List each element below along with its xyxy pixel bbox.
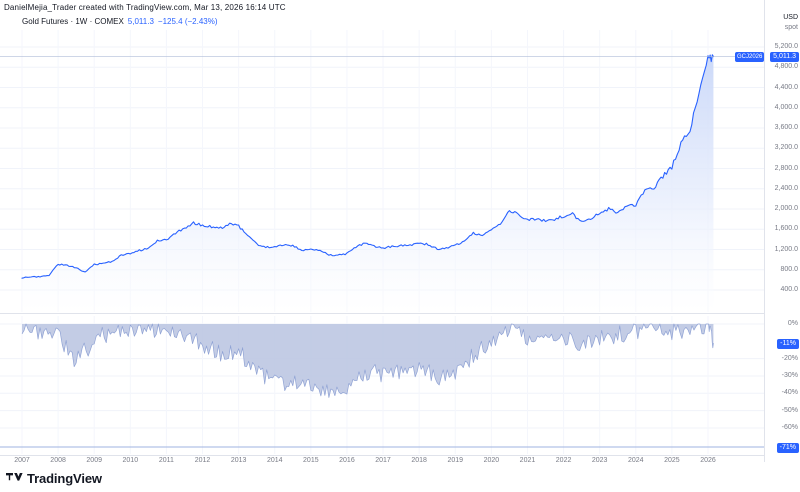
price-tick-label: 3,600.0 [774,124,798,131]
legend-last-price: 5,011.3 [127,17,154,26]
main-price-pane[interactable] [0,30,764,312]
drawdown-pane[interactable] [0,316,764,454]
price-tick-label: 4,000.0 [774,103,798,111]
time-axis[interactable]: 2007 2008 2009 2010 2011 2012 2013 2014 2015 2016… [0,457,764,471]
time-tick-label: 2019 [447,457,464,464]
tradingview-brand[interactable]: TradingView [6,471,102,486]
price-tick-label: 400.0 [780,286,798,293]
time-tick-label: 2015 [303,457,319,464]
price-tick-label: 2,000.0 [774,205,798,212]
price-axis[interactable]: USD spot 5,200.0 4,800.0 4,400.0 4,000.0 3,6… [766,0,800,455]
drawdown-area-chart [0,316,764,454]
price-line [21,54,714,279]
percent-tick-label: 0% [787,320,798,327]
time-tick-label: 2026 [700,457,716,464]
time-tick-label: 2022 [555,457,572,464]
drawdown-low-badge[interactable]: -71% [776,442,799,453]
price-tick-label: 2,400.0 [774,184,798,192]
axis-currency-label: USD [783,14,798,21]
drawdown-line [21,323,714,398]
tradingview-wordmark: TradingView [27,471,102,486]
drawdown-area-fill [22,324,714,398]
price-tick-label: 1,200.0 [774,245,798,253]
time-tick-label: 2013 [230,457,247,464]
time-axis-divider [0,455,764,456]
pane-divider [0,313,764,314]
time-tick-label: 2008 [50,457,66,464]
legend-change: −125.4 (−2.43%) [157,17,218,26]
time-tick-label: 2007 [14,457,30,464]
time-tick-label: 2016 [339,457,355,464]
time-tick-label: 2025 [664,457,680,464]
percent-tick-label: -30% [781,371,798,379]
time-tick-label: 2009 [86,457,102,464]
time-tick-label: 2010 [122,457,139,464]
price-tick-label: 1,600.0 [774,225,798,233]
current-drawdown-badge[interactable]: -11% [777,338,799,349]
tradingview-logo-icon [6,472,23,481]
percent-tick-label: -50% [781,406,798,414]
price-tick-label: 4,400.0 [774,83,798,91]
time-tick-label: 2023 [591,457,608,464]
time-tick-label: 2018 [411,457,427,464]
time-tick-label: 2014 [266,457,283,464]
current-price-badge[interactable]: 5,011.3 [770,52,799,63]
price-tick-label: 5,200.0 [774,43,798,50]
price-tick-label: 2,800.0 [774,164,798,172]
percent-tick-label: -40% [781,389,798,397]
axis-mode-label: spot [784,24,798,31]
symbol-price-badge[interactable]: GCJ2026 [735,52,765,63]
price-tick-label: 800.0 [780,265,798,273]
time-tick-label: 2021 [519,457,536,464]
time-tick-label: 2024 [627,457,644,464]
watermark-credit: DanielMejia_Trader created with TradingV… [4,3,286,12]
time-tick-label: 2017 [375,457,391,464]
time-tick-label: 2012 [194,457,211,464]
price-area-chart [0,30,764,312]
time-tick-label: 2011 [158,457,174,464]
price-area-fill [22,54,714,312]
price-tick-label: 3,200.0 [774,144,798,152]
time-tick-label: 2020 [483,457,500,464]
price-tick-label: 4,800.0 [774,63,798,71]
legend-symbol-label: Gold Futures · 1W · COMEX [22,17,124,26]
percent-tick-label: -60% [781,423,798,431]
chart-legend[interactable]: Gold Futures · 1W · COMEX 5,011.3 −125.4… [22,17,218,26]
price-axis-divider [764,0,765,462]
percent-tick-label: -20% [781,354,798,362]
